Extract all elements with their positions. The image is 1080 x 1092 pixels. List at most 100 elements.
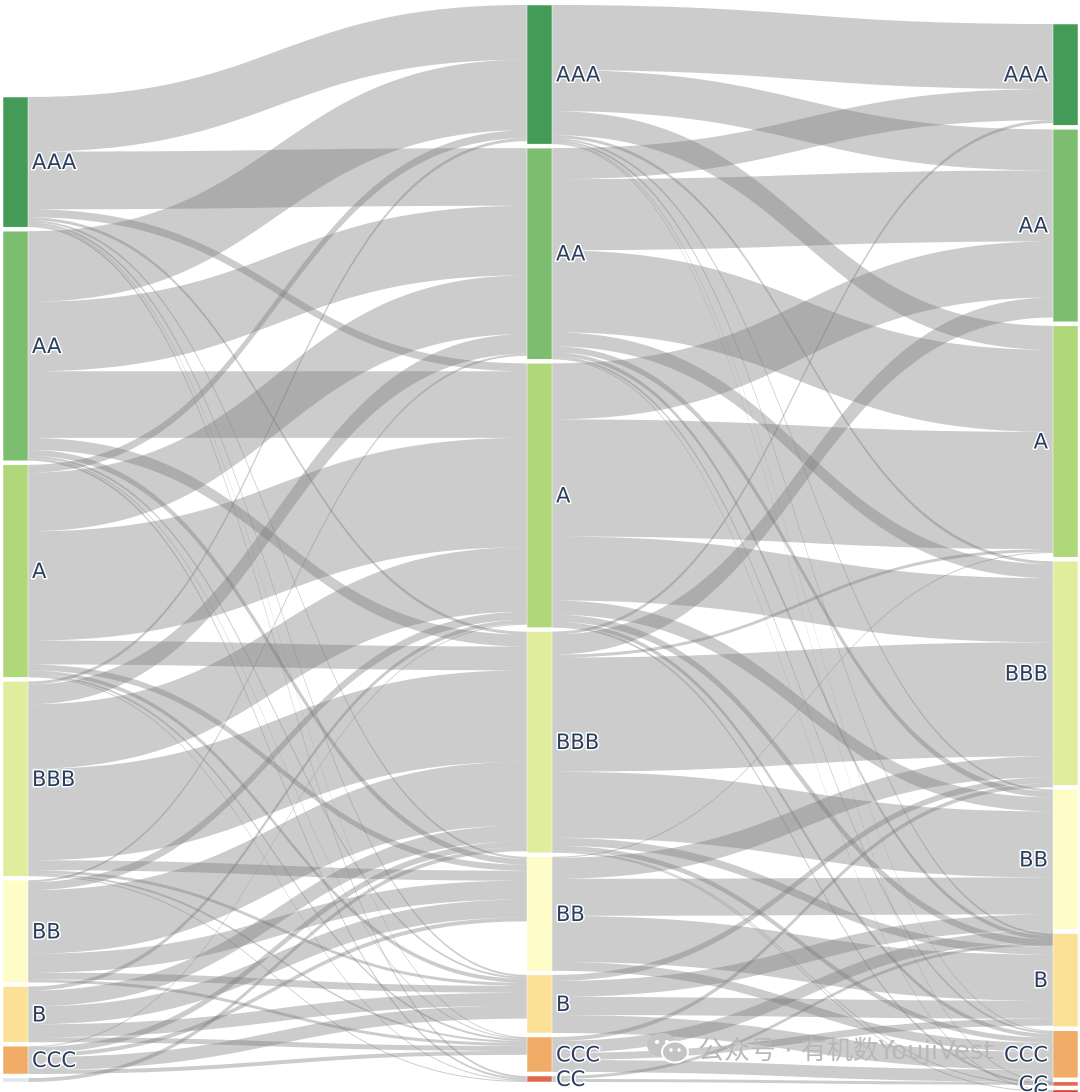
sankey-link — [28, 209, 527, 372]
node-label: A — [556, 483, 571, 507]
sankey-nodes — [2, 4, 1079, 1092]
sankey-link — [552, 914, 1053, 997]
sankey-link — [28, 437, 527, 647]
node-label-halo: B — [556, 992, 570, 1016]
sankey-link — [28, 371, 527, 438]
sankey-link — [28, 222, 527, 977]
sankey-link — [28, 220, 527, 859]
sankey-link — [28, 870, 527, 986]
node-label: AA — [556, 242, 586, 266]
wechat-icon — [647, 1033, 689, 1064]
sankey-link — [28, 611, 527, 891]
sankey-link — [552, 851, 1053, 1092]
sankey-link — [552, 771, 1053, 878]
sankey-link — [28, 5, 527, 152]
node-label: CCC — [1004, 1042, 1048, 1066]
sankey-link — [552, 356, 1053, 1034]
node-label: BBB — [556, 730, 599, 754]
sankey-link — [28, 640, 527, 671]
sankey-link — [552, 142, 1053, 1032]
sankey-node — [526, 363, 553, 628]
sankey-link — [552, 621, 1053, 1038]
node-label: BB — [32, 919, 61, 943]
sankey-link — [28, 670, 527, 861]
sankey-link — [28, 860, 527, 881]
sankey-link — [28, 619, 527, 991]
sankey-link — [28, 899, 527, 1025]
sankey-link — [28, 875, 527, 1082]
sankey-node — [2, 879, 29, 983]
sankey-link — [28, 205, 527, 372]
node-label-halo: CCC — [1004, 1042, 1048, 1066]
sankey-link — [28, 664, 527, 871]
sankey-link — [552, 915, 1053, 1001]
sankey-link — [552, 346, 1053, 798]
sankey-node — [526, 1075, 553, 1083]
sankey-link — [552, 600, 1053, 812]
sankey-link — [552, 120, 1053, 635]
node-label-halo: AA — [556, 242, 586, 266]
sankey-link — [552, 352, 1053, 940]
node-label: BBB — [1005, 661, 1048, 685]
sankey-link — [28, 547, 527, 769]
node-label-halo: B — [1034, 968, 1048, 992]
sankey-link — [552, 1059, 1053, 1082]
node-label-halo: A — [556, 483, 571, 507]
sankey-node — [526, 631, 553, 854]
node-label: B — [1034, 968, 1048, 992]
sankey-link — [552, 837, 1053, 955]
sankey-node — [2, 986, 29, 1043]
node-label-halo: BB — [556, 902, 585, 926]
node-label-halo: AAA — [1004, 63, 1049, 87]
sankey-link — [552, 70, 1053, 171]
sankey-link — [552, 241, 1053, 420]
node-label: AAA — [556, 63, 601, 87]
node-label-halo: B — [32, 1002, 46, 1026]
node-label: AA — [32, 334, 62, 358]
sankey-link — [552, 358, 1053, 1091]
sankey-node — [1052, 129, 1079, 323]
node-label-halo: A — [32, 559, 47, 583]
sankey-link — [552, 942, 1053, 1079]
node-label: CCC — [32, 1048, 76, 1072]
node-label: A — [32, 559, 47, 583]
node-label: BB — [1019, 847, 1048, 871]
node-label-halo: AA — [32, 334, 62, 358]
sankey-link — [28, 880, 527, 973]
sankey-link — [28, 676, 527, 1081]
sankey-link — [552, 140, 1053, 936]
node-label: AAA — [1004, 63, 1049, 87]
sankey-links — [28, 5, 1053, 1092]
sankey-node — [526, 1036, 553, 1073]
sankey-link — [552, 930, 1053, 1053]
sankey-node — [1052, 560, 1079, 786]
sankey-link — [552, 536, 1053, 643]
sankey-link — [28, 670, 527, 983]
sankey-link — [552, 552, 1053, 858]
sankey-link — [552, 138, 1053, 792]
sankey-link — [552, 850, 1053, 1086]
sankey-link — [28, 217, 527, 635]
node-label: BB — [556, 902, 585, 926]
node-label: AAA — [32, 150, 77, 174]
sankey-link — [552, 1078, 1053, 1085]
node-label: BBB — [32, 767, 75, 791]
sankey-link — [552, 250, 1053, 432]
sankey-node — [2, 681, 29, 877]
sankey-node — [526, 147, 553, 360]
node-label-halo: CCC — [32, 1048, 76, 1072]
sankey-link — [552, 777, 1053, 981]
sankey-link — [28, 449, 527, 865]
sankey-link — [28, 457, 527, 1039]
sankey-link — [28, 224, 527, 1038]
sankey-link — [28, 148, 527, 210]
watermark: 公众号 · 有机数YoujiVest — [646, 1030, 994, 1066]
sankey-link — [552, 1014, 1053, 1070]
sankey-node — [1052, 789, 1079, 930]
sankey-link — [28, 458, 527, 1080]
sankey-link — [552, 332, 1053, 579]
node-label-halo: BBB — [1005, 661, 1048, 685]
sankey-link — [552, 5, 1053, 90]
node-label-halo: CCC — [556, 1042, 600, 1066]
sankey-link — [28, 979, 527, 1046]
